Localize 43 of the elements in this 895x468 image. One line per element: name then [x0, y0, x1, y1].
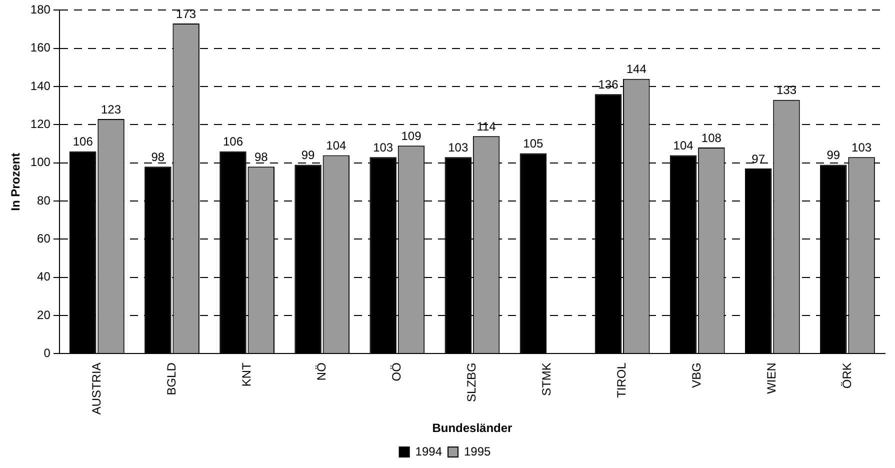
data-label: 99 [826, 148, 840, 162]
x-tick-label: OÖ [389, 362, 404, 382]
data-label: 103 [852, 140, 872, 154]
data-label: 98 [151, 150, 165, 164]
x-axis-title: Bundesländer [432, 421, 513, 436]
y-tick-label: 60 [37, 231, 51, 246]
data-label: 106 [72, 134, 94, 149]
x-tick-label: NÖ [314, 362, 328, 381]
y-tick-label: 120 [30, 116, 51, 131]
y-tick-label: 140 [30, 78, 51, 93]
data-label: 109 [401, 128, 422, 143]
x-tick-label: ÖRK [840, 362, 854, 389]
data-label: 136 [598, 77, 619, 92]
data-label: 105 [523, 136, 544, 151]
data-label: 144 [626, 62, 647, 76]
legend-label: 1994 [415, 444, 442, 458]
data-label: 104 [673, 138, 694, 152]
data-label: 108 [701, 130, 722, 145]
data-label: 103 [448, 140, 468, 154]
x-tick-label: KNT [239, 362, 254, 387]
data-label: 123 [101, 102, 122, 116]
legend-label: 1995 [464, 444, 492, 458]
y-axis-title: In Prozent [8, 152, 23, 211]
x-tick-label: SLZBG [464, 362, 479, 402]
y-tick-label: 180 [30, 2, 51, 17]
data-label: 103 [373, 140, 394, 154]
y-tick-label: 20 [37, 308, 51, 322]
x-tick-label: TIROL [614, 362, 629, 398]
x-tick-label: VBG [690, 362, 704, 388]
data-label: 98 [254, 150, 268, 164]
y-tick-label: 80 [37, 193, 51, 208]
x-tick-label: STMK [540, 362, 554, 396]
x-tick-label: AUSTRIA [89, 362, 104, 415]
y-tick-label: 100 [30, 155, 51, 170]
x-tick-label: BGLD [164, 362, 178, 396]
data-label: 97 [752, 152, 766, 166]
data-label: 106 [222, 134, 244, 149]
data-label: 104 [326, 138, 347, 152]
y-tick-label: 0 [44, 346, 51, 360]
y-tick-label: 40 [37, 270, 51, 284]
y-tick-label: 160 [30, 40, 51, 55]
x-tick-label: WIEN [764, 362, 779, 394]
data-label: 99 [301, 148, 316, 162]
